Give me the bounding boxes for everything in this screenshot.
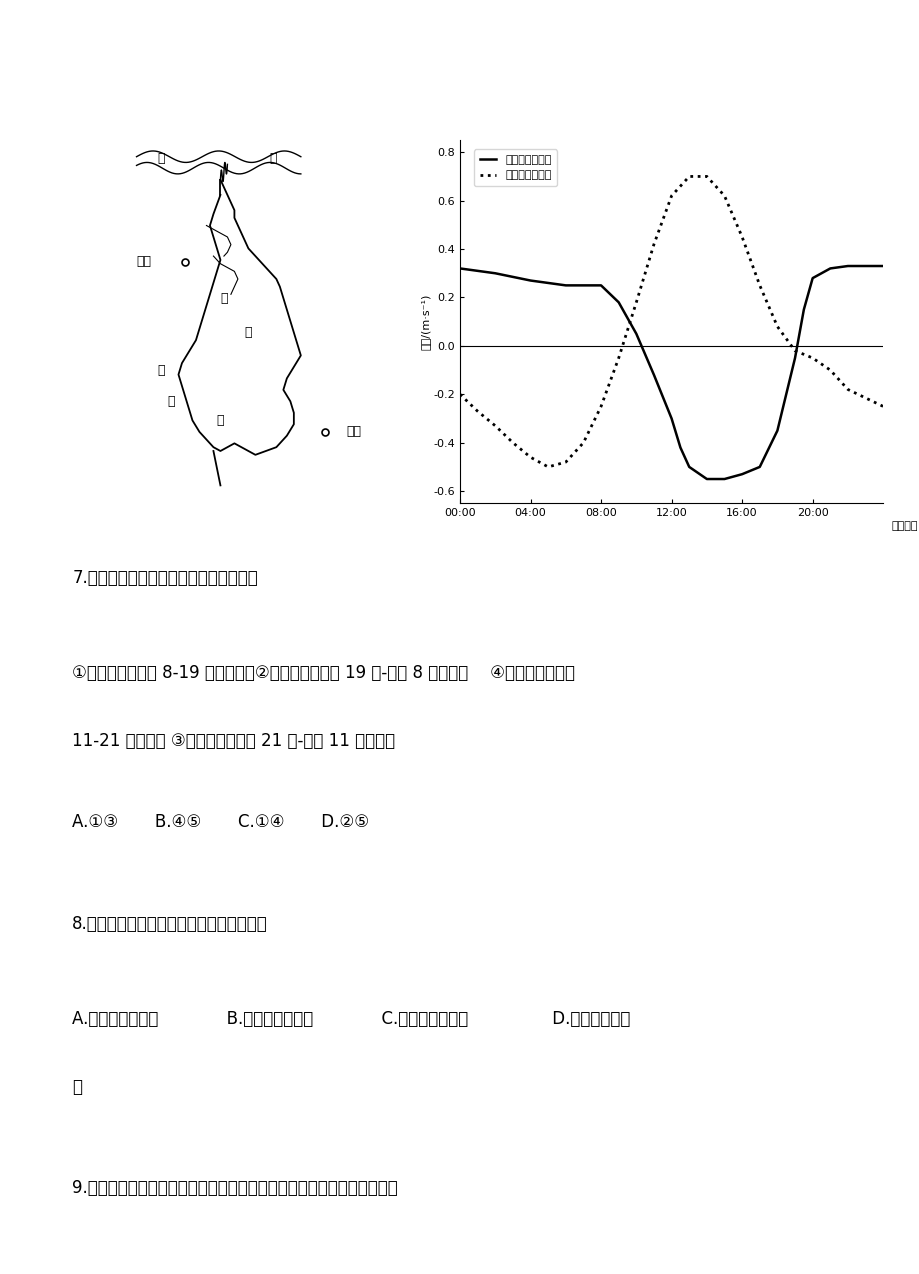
Text: 异: 异 <box>72 1078 82 1096</box>
鄂阳气象观测站 <box>736 229 747 245</box>
鄂阳气象观测站 <box>454 387 465 403</box>
Text: 阳: 阳 <box>244 326 252 339</box>
德安气象观测站 <box>789 350 800 366</box>
德安气象观测站 <box>489 266 500 282</box>
Text: 7.有关两气象观测站风向的判读正确的是: 7.有关两气象观测站风向的判读正确的是 <box>72 569 257 587</box>
Line: 德安气象观测站: 德安气象观测站 <box>460 266 882 479</box>
Text: 鄱阳: 鄱阳 <box>346 426 361 438</box>
Text: 赣: 赣 <box>157 364 165 377</box>
德安气象观测站 <box>595 278 606 293</box>
德安气象观测站 <box>700 471 711 487</box>
Text: 湖: 湖 <box>217 414 224 427</box>
鄂阳气象观测站 <box>489 418 500 433</box>
鄂阳气象观测站 <box>471 404 482 419</box>
德安气象观测站 <box>736 466 747 482</box>
Text: 江: 江 <box>269 152 277 166</box>
德安气象观测站 <box>683 460 694 475</box>
Text: 8.造成两气象观测站昼夜风向变化的原因是: 8.造成两气象观测站昼夜风向变化的原因是 <box>72 915 267 933</box>
Text: ①德安气象观测站 8-19 时吹西风　②德安气象观测站 19 时-次日 8 时吹西风  ④鄂阳气象观测站: ①德安气象观测站 8-19 时吹西风 ②德安气象观测站 19 时-次日 8 时吹… <box>72 664 574 682</box>
德安气象观测站 <box>798 302 809 317</box>
鄂阳气象观测站 <box>665 189 676 204</box>
德安气象观测站 <box>806 270 817 285</box>
鄂阳气象观测站 <box>771 318 782 334</box>
鄂阳气象观测站 <box>560 455 571 470</box>
鄂阳气象观测站 <box>525 450 536 465</box>
德安气象观测站 <box>823 261 834 276</box>
鄂阳气象观测站 <box>806 350 817 366</box>
鄂阳气象观测站 <box>877 399 888 414</box>
德安气象观测站 <box>525 273 536 288</box>
德安气象观测站 <box>560 278 571 293</box>
德安气象观测站 <box>675 440 686 455</box>
德安气象观测站 <box>718 471 729 487</box>
鄂阳气象观测站 <box>595 399 606 414</box>
鄂阳气象观测站 <box>630 294 641 310</box>
Text: 北京时间: 北京时间 <box>891 521 917 531</box>
德安气象观测站 <box>454 261 465 276</box>
Legend: 德安气象观测站, 鄂阳气象观测站: 德安气象观测站, 鄂阳气象观测站 <box>473 149 557 186</box>
Text: 11-21 时吹东风 ③鄂阳气象观测站 21 时-次日 11 时吹东风: 11-21 时吹东风 ③鄂阳气象观测站 21 时-次日 11 时吹东风 <box>72 731 395 750</box>
鄂阳气象观测站 <box>823 362 834 377</box>
鄂阳气象观测站 <box>718 189 729 204</box>
Line: 鄂阳气象观测站: 鄂阳气象观测站 <box>460 176 882 468</box>
Text: 鄱: 鄱 <box>220 292 227 304</box>
Y-axis label: 风速/(m·s⁻¹): 风速/(m·s⁻¹) <box>420 293 430 350</box>
德安气象观测站 <box>630 326 641 341</box>
鄂阳气象观测站 <box>754 278 765 293</box>
鄂阳气象观测站 <box>683 168 694 183</box>
Text: A.湖陆的面积差异             B.湖陆的湿度差异             C.湖陆的热力差异                D.湖陆的海拔差: A.湖陆的面积差异 B.湖陆的湿度差异 C.湖陆的热力差异 D.湖陆的海拔差 <box>72 1010 630 1028</box>
德安气象观测站 <box>612 294 623 310</box>
德安气象观测站 <box>877 259 888 274</box>
德安气象观测站 <box>771 423 782 438</box>
Text: 9.白天，自德安气象观测站至鄂阳气象观测站作等温面图，下列正确的是: 9.白天，自德安气象观测站至鄂阳气象观测站作等温面图，下列正确的是 <box>72 1180 397 1198</box>
德安气象观测站 <box>648 367 659 382</box>
Text: 德安: 德安 <box>136 255 151 269</box>
鄂阳气象观测站 <box>789 343 800 358</box>
Text: 长: 长 <box>157 152 165 166</box>
鄂阳气象观测站 <box>842 382 853 397</box>
Text: 江: 江 <box>167 395 175 408</box>
鄂阳气象观测站 <box>577 436 588 451</box>
鄂阳气象观测站 <box>648 237 659 252</box>
Text: A.①③       B.④⑤       C.①④       D.②⑤: A.①③ B.④⑤ C.①④ D.②⑤ <box>72 813 369 831</box>
鄂阳气象观测站 <box>612 350 623 366</box>
德安气象观测站 <box>754 460 765 475</box>
鄂阳气象观测站 <box>700 168 711 183</box>
德安气象观测站 <box>842 259 853 274</box>
鄂阳气象观测站 <box>507 436 518 451</box>
德安气象观测站 <box>665 410 676 426</box>
鄂阳气象观测站 <box>542 460 553 475</box>
